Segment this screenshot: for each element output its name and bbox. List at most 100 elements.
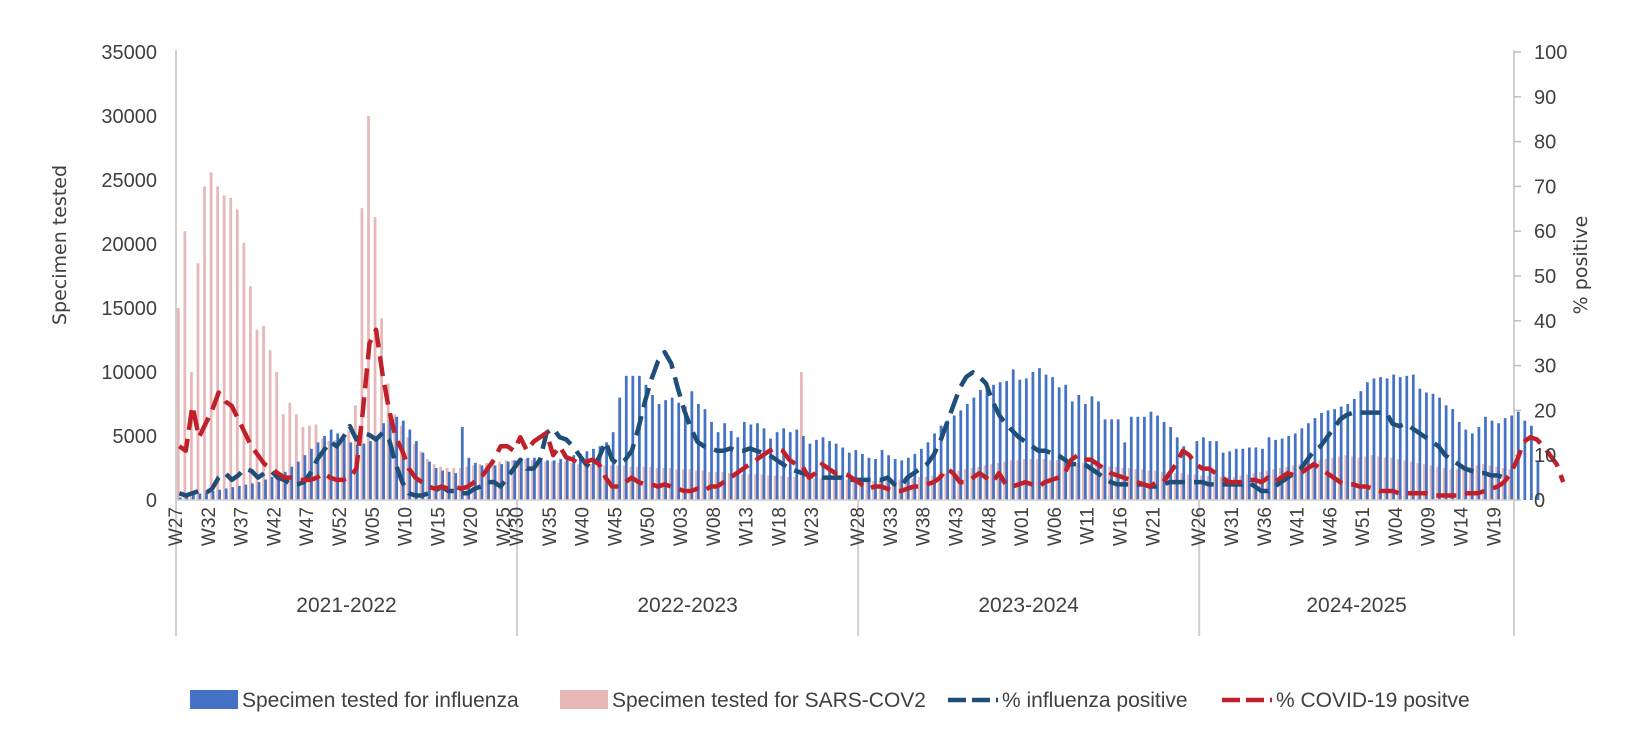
sars-bar [1265, 470, 1269, 500]
left-tick-label: 5000 [113, 426, 158, 448]
influenza-bar [205, 492, 208, 500]
sars-bar [865, 480, 869, 500]
sars-bar [590, 464, 593, 500]
influenza-bar [1247, 447, 1251, 500]
sars-bar [222, 195, 226, 501]
influenza-bar [1379, 377, 1382, 500]
influenza-bar [474, 462, 477, 500]
influenza-bar [1484, 416, 1487, 500]
sars-bar [1226, 476, 1230, 500]
sars-bar [478, 464, 482, 500]
sars-bar [419, 451, 423, 500]
influenza-bar [1530, 425, 1533, 500]
influenza-bar [1536, 461, 1540, 500]
right-tick-label: 20 [1534, 400, 1556, 422]
influenza-bar [1241, 448, 1245, 500]
influenza-bar [592, 448, 595, 500]
influenza-bar [1385, 378, 1389, 500]
influenza-bar [1405, 375, 1409, 500]
sars-bar [918, 476, 921, 500]
influenza-bar [939, 425, 943, 500]
influenza-bar [1477, 427, 1481, 500]
sars-bar [800, 372, 803, 500]
season-label: 2021-2022 [296, 594, 396, 617]
sars-bar [1449, 469, 1453, 500]
sars-bar [577, 464, 580, 500]
influenza-bar [526, 457, 530, 500]
sars-bar [1436, 466, 1439, 500]
sars-bar [380, 318, 383, 500]
week-tick-label: W52 [330, 507, 351, 546]
influenza-bar [1326, 410, 1330, 500]
legend-label: % influenza positive [1002, 689, 1188, 712]
sars-bar [203, 186, 206, 500]
sars-bar [511, 460, 515, 500]
influenza-bar [618, 397, 622, 500]
sars-bar [891, 479, 895, 500]
sars-bar [1200, 475, 1203, 500]
left-tick-label: 30000 [101, 106, 157, 128]
sars-bar [872, 480, 875, 500]
sars-bar [517, 460, 521, 500]
influenza-bar [355, 444, 359, 500]
influenza-bar [598, 446, 602, 500]
influenza-percent-line [178, 349, 1505, 498]
sars-bar [1462, 468, 1466, 500]
influenza-bar [638, 375, 641, 500]
sars-bar [1370, 455, 1374, 500]
influenza-bar [257, 482, 261, 500]
influenza-bar [1103, 419, 1107, 500]
sars-bar [1036, 459, 1039, 500]
sars-bar [216, 186, 220, 500]
influenza-bar [362, 443, 366, 500]
sars-bar [1009, 460, 1013, 500]
influenza-bar [375, 436, 379, 500]
influenza-bar [742, 421, 746, 500]
influenza-bar [1136, 416, 1140, 500]
sars-bar [445, 468, 449, 500]
influenza-bar [1038, 368, 1041, 500]
influenza-bar [1143, 416, 1146, 500]
influenza-bar [1320, 412, 1323, 500]
week-tick-label: W41 [1288, 507, 1309, 546]
sars-bar [701, 470, 705, 500]
influenza-bar [1425, 392, 1428, 500]
influenza-bar [1221, 452, 1225, 500]
sars-bar [629, 466, 633, 500]
influenza-bar [519, 459, 523, 500]
right-tick-label: 100 [1534, 42, 1567, 64]
influenza-bar [874, 459, 877, 500]
influenza-bar [710, 421, 713, 500]
influenza-bar [1162, 421, 1166, 500]
sars-bar [524, 459, 528, 500]
influenza-bar [697, 404, 700, 500]
influenza-bar [467, 457, 471, 500]
influenza-bar [1097, 401, 1100, 500]
influenza-bar [1188, 457, 1192, 500]
influenza-bar [861, 453, 864, 500]
influenza-bar [198, 493, 202, 500]
sars-bar [793, 476, 797, 500]
right-tick-label: 70 [1534, 176, 1556, 198]
sars-bar [288, 402, 292, 500]
sars-bar [1160, 471, 1164, 500]
right-tick-label: 60 [1534, 221, 1556, 243]
sars-bar [458, 468, 462, 500]
influenza-bar [323, 436, 326, 500]
sars-bar [1173, 473, 1177, 500]
influenza-bar [415, 441, 418, 500]
week-tick-label: W20 [461, 507, 482, 546]
week-tick-label: W23 [802, 507, 823, 546]
sars-bar [262, 325, 265, 500]
sars-bar [616, 465, 620, 500]
influenza-bar [1339, 406, 1343, 500]
week-tick-label: W15 [428, 507, 449, 546]
week-tick-label: W19 [1484, 507, 1505, 546]
influenza-bar [421, 452, 425, 500]
influenza-bar [1228, 451, 1232, 500]
sars-bar [845, 479, 849, 500]
week-tick-label: W11 [1078, 507, 1099, 545]
influenza-bar [1490, 420, 1494, 500]
sars-bar [1272, 469, 1275, 500]
